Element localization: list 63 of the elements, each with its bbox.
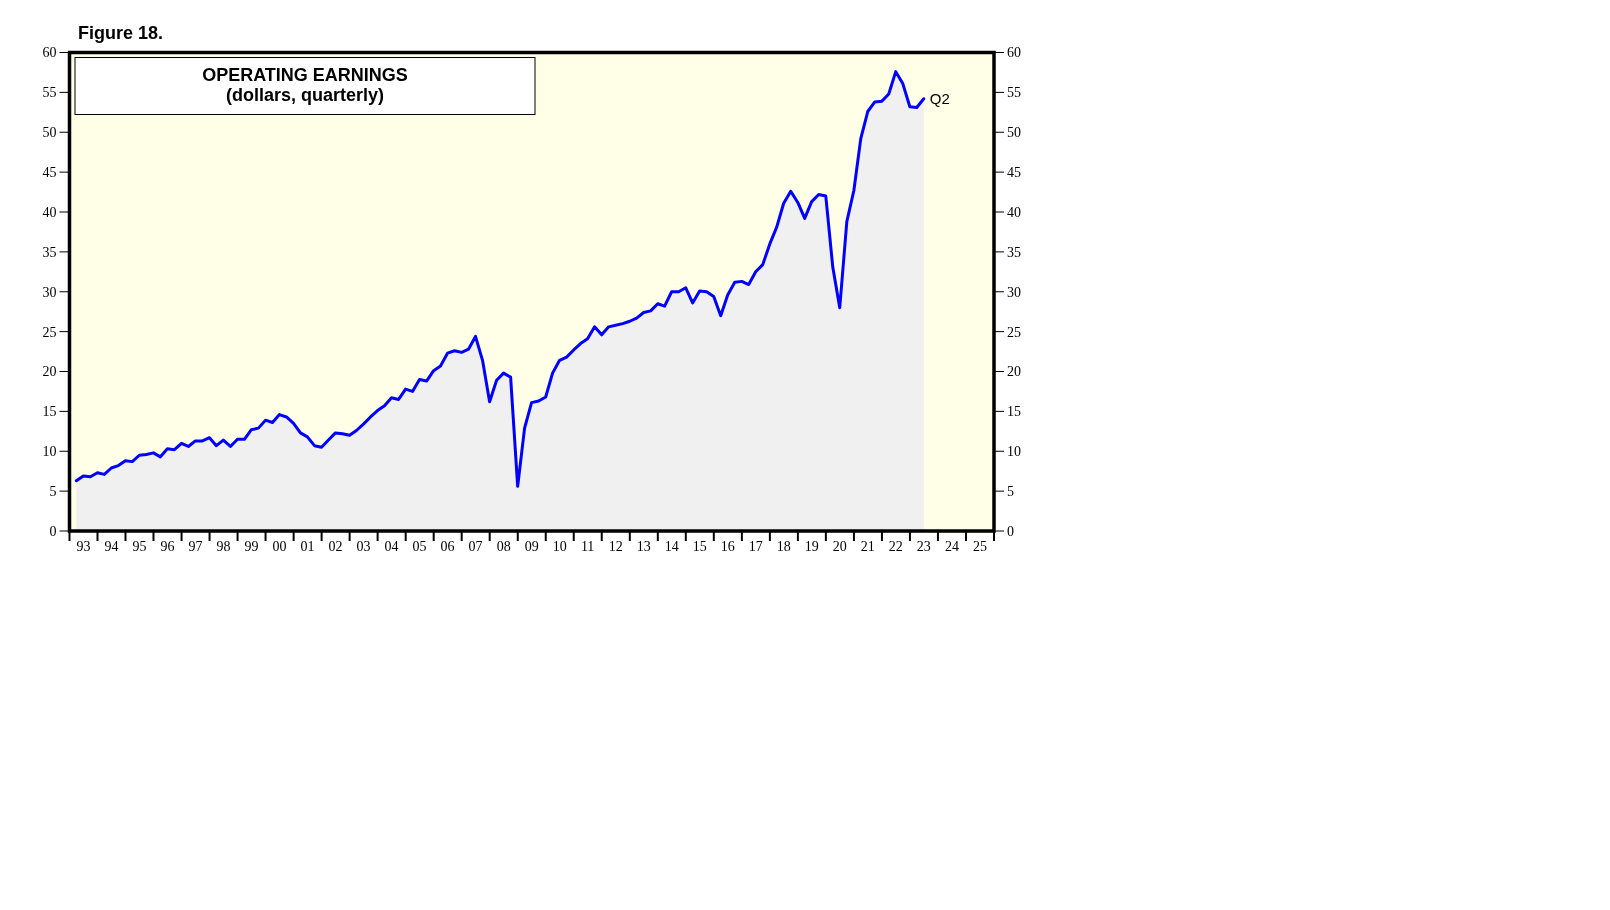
x-tick-label: 16: [720, 539, 735, 554]
y-tick-label: 60: [42, 45, 57, 61]
x-tick-label: 03: [356, 539, 371, 554]
y2-tick-label: 25: [1007, 324, 1021, 340]
y2-tick-label: 50: [1007, 125, 1021, 141]
y-tick-label: 30: [42, 284, 57, 300]
x-tick-label: 02: [328, 539, 343, 554]
y2-tick-label: 20: [1007, 364, 1021, 380]
y2-tick-label: 45: [1007, 165, 1021, 181]
x-tick-label: 20: [832, 539, 847, 554]
y2-tick-label: 35: [1007, 244, 1021, 260]
x-tick-label: 99: [244, 539, 259, 554]
x-tick-label: 24: [944, 539, 959, 554]
y-tick-label: 20: [42, 364, 57, 380]
x-tick-label: 01: [300, 539, 315, 554]
x-tick-label: 23: [916, 539, 931, 554]
y2-tick-label: 15: [1007, 404, 1021, 420]
x-tick-label: 14: [664, 539, 679, 554]
y-tick-label: 10: [42, 444, 57, 460]
x-tick-label: 97: [188, 539, 203, 554]
y2-tick-label: 5: [1007, 484, 1014, 500]
y2-tick-label: 10: [1007, 444, 1021, 460]
x-tick-label: 00: [272, 539, 287, 554]
y2-tick-label: 40: [1007, 204, 1021, 220]
x-tick-label: 94: [104, 539, 119, 554]
x-tick-label: 07: [468, 539, 483, 554]
x-tick-label: 06: [440, 539, 455, 554]
x-tick-label: 05: [412, 539, 427, 554]
y-tick-label: 15: [42, 404, 57, 420]
x-tick-label: 15: [692, 539, 707, 554]
x-tick-label: 17: [748, 539, 763, 554]
x-tick-label: 09: [524, 539, 539, 554]
y-tick-label: 40: [42, 204, 57, 220]
y2-tick-label: 0: [1007, 523, 1014, 539]
y2-tick-label: 55: [1007, 85, 1021, 101]
x-tick-label: 21: [860, 539, 875, 554]
y-tick-label: 25: [42, 324, 57, 340]
x-tick-label: 95: [132, 539, 147, 554]
x-tick-label: 08: [496, 539, 511, 554]
y-tick-label: 45: [42, 165, 57, 181]
y-tick-label: 50: [42, 125, 57, 141]
caption: Figure 18.: [78, 23, 164, 43]
x-tick-label: 96: [160, 539, 175, 554]
x-tick-label: 18: [776, 539, 791, 554]
x-tick-label: 10: [552, 539, 567, 554]
x-tick-label: 11: [580, 539, 595, 554]
text: OPERATING EARNINGS: [202, 65, 408, 85]
text: (dollars, quarterly): [225, 85, 385, 105]
y2-tick-label: 30: [1007, 284, 1021, 300]
y-tick-label: 55: [42, 85, 57, 101]
y-tick-label: 0: [49, 523, 57, 539]
x-tick-label: 04: [384, 539, 399, 554]
x-tick-label: 22: [888, 539, 903, 554]
x-tick-label: 25: [972, 539, 987, 554]
x-tick-label: 98: [216, 539, 231, 554]
y2-tick-label: 60: [1007, 45, 1021, 61]
y-tick-label: 5: [49, 484, 57, 500]
annotation: Q2: [929, 90, 950, 107]
x-tick-label: 13: [636, 539, 651, 554]
x-tick-label: 19: [804, 539, 819, 554]
x-tick-label: 12: [608, 539, 623, 554]
x-tick-label: 93: [76, 539, 91, 554]
y-tick-label: 35: [42, 244, 57, 260]
